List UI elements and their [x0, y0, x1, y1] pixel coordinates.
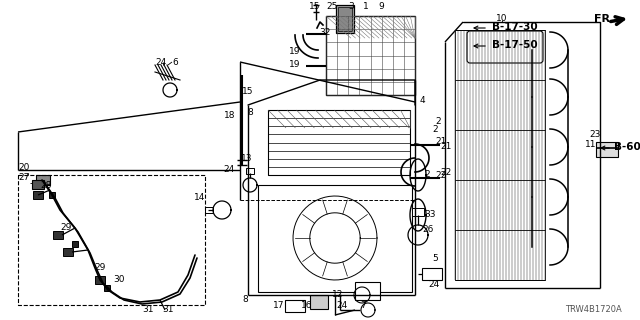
Text: 11: 11: [585, 140, 596, 149]
Bar: [596, 142, 618, 157]
Bar: [355, 282, 380, 300]
Bar: [326, 16, 415, 95]
Text: 32: 32: [319, 28, 330, 37]
Text: 27: 27: [18, 173, 29, 182]
Text: 33: 33: [424, 210, 435, 219]
Text: 23: 23: [589, 130, 600, 139]
Text: 8: 8: [243, 295, 248, 304]
Bar: [33, 191, 43, 199]
Text: B-17-30: B-17-30: [492, 22, 538, 32]
Text: 21: 21: [440, 142, 451, 151]
Bar: [49, 192, 55, 198]
Bar: [32, 180, 44, 189]
Text: 8: 8: [247, 108, 253, 117]
Text: 31: 31: [163, 305, 173, 314]
Text: 2: 2: [424, 170, 429, 179]
Text: 25: 25: [326, 2, 338, 11]
Bar: [63, 248, 73, 256]
Bar: [422, 268, 442, 280]
Text: 28: 28: [40, 180, 52, 189]
Bar: [72, 241, 78, 247]
Text: 9: 9: [378, 2, 384, 11]
Text: 30: 30: [113, 276, 125, 284]
Text: 4: 4: [420, 96, 426, 105]
Text: 24: 24: [155, 58, 166, 67]
Text: 3: 3: [348, 2, 354, 11]
Text: 1: 1: [363, 2, 369, 11]
Text: 20: 20: [18, 163, 29, 172]
Text: 26: 26: [422, 225, 433, 234]
Bar: [285, 300, 305, 312]
Text: 2: 2: [435, 117, 440, 126]
Text: 24: 24: [428, 280, 439, 289]
Text: 29: 29: [95, 263, 106, 273]
Bar: [336, 5, 354, 33]
Bar: [205, 207, 213, 213]
Bar: [104, 285, 110, 291]
Bar: [246, 168, 254, 174]
Text: 16: 16: [301, 301, 312, 310]
Text: B-60: B-60: [614, 142, 640, 152]
Text: 14: 14: [194, 193, 205, 202]
Text: 29: 29: [61, 222, 72, 231]
Text: 7: 7: [360, 301, 365, 310]
Text: B-17-50: B-17-50: [492, 40, 538, 50]
Bar: [53, 231, 63, 239]
Text: 19: 19: [289, 47, 301, 56]
Text: 22: 22: [440, 168, 451, 177]
Text: 15: 15: [243, 87, 253, 96]
FancyBboxPatch shape: [467, 31, 543, 63]
Text: 5: 5: [432, 254, 438, 263]
Text: 10: 10: [496, 14, 508, 23]
Bar: [310, 295, 328, 309]
Text: FR.: FR.: [594, 14, 614, 24]
Text: 12: 12: [332, 290, 344, 299]
Bar: [412, 208, 424, 216]
Text: 13: 13: [241, 154, 253, 163]
Text: 6: 6: [172, 58, 178, 67]
Text: 24: 24: [224, 165, 235, 174]
Text: 2: 2: [432, 125, 438, 134]
Text: TRW4B1720A: TRW4B1720A: [565, 305, 621, 314]
Bar: [455, 30, 545, 280]
Text: 19: 19: [289, 60, 301, 69]
Bar: [338, 7, 352, 31]
Bar: [36, 175, 50, 185]
Text: 15: 15: [309, 2, 321, 11]
Text: 22: 22: [435, 171, 446, 180]
Text: 31: 31: [142, 305, 154, 314]
Text: 21: 21: [435, 138, 446, 147]
Bar: [268, 110, 410, 175]
Text: 18: 18: [223, 110, 235, 119]
Bar: [95, 276, 105, 284]
Text: 24: 24: [336, 301, 348, 310]
Text: 17: 17: [273, 301, 284, 310]
Bar: [258, 185, 412, 292]
